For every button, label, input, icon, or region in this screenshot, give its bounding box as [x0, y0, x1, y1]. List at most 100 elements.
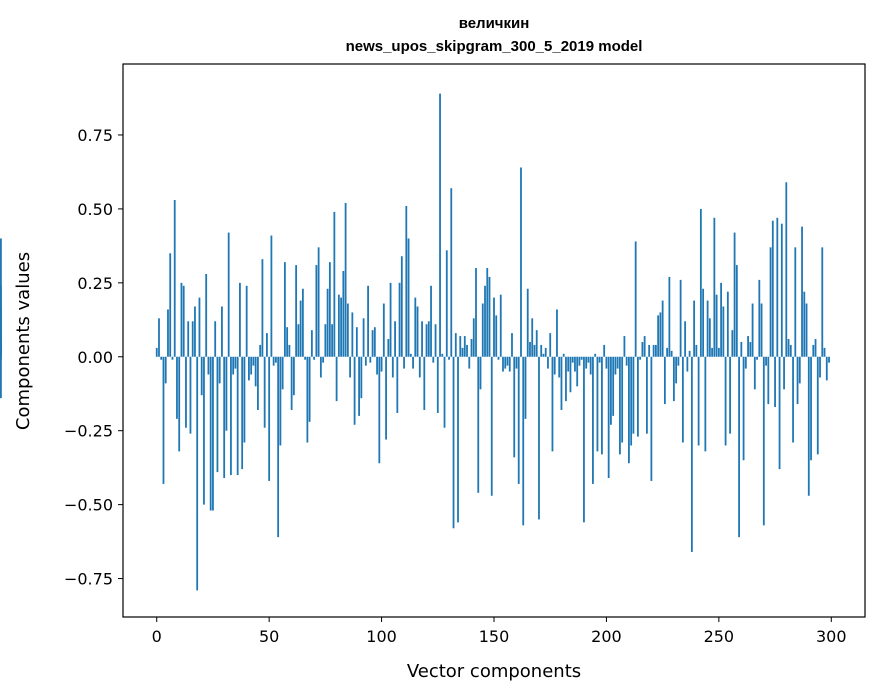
bar-component-102 — [385, 356, 387, 440]
bar-component-undefined — [0, 356, 2, 399]
bar-component-34 — [232, 356, 235, 375]
bar-component-85 — [346, 303, 349, 357]
bar-component-236 — [686, 356, 689, 372]
bar-component-142 — [475, 268, 477, 357]
bar-component-209 — [625, 356, 628, 366]
bar-component-149 — [490, 356, 493, 496]
bar-component-217 — [643, 336, 646, 357]
bar-component-36 — [236, 356, 239, 476]
bar-component-64 — [299, 300, 302, 357]
bar-component-41 — [248, 356, 250, 381]
bar-component-215 — [639, 356, 642, 360]
y-axis-label: Components values — [13, 252, 34, 430]
bar-component-194 — [592, 356, 594, 484]
bar-component-261 — [742, 356, 745, 461]
bar-component-271 — [765, 356, 767, 366]
bar-component-259 — [738, 356, 740, 538]
bar-component-63 — [297, 324, 300, 357]
bar-component-110 — [403, 356, 405, 369]
bar-component-190 — [583, 356, 585, 523]
bar-component-128 — [443, 356, 446, 428]
bar-component-123 — [432, 356, 435, 363]
bar-component-4 — [164, 356, 167, 384]
bar-component-151 — [495, 315, 498, 357]
bar-component-243 — [702, 288, 705, 357]
bar-component-247 — [711, 347, 713, 357]
bar-component-266 — [753, 356, 756, 390]
bar-component-224 — [659, 312, 662, 357]
y-tick-label: 0.50 — [77, 200, 113, 219]
bar-component-282 — [789, 344, 792, 357]
y-tick-label: 0.75 — [77, 126, 113, 145]
bar-component-169 — [535, 330, 538, 357]
bar-component-175 — [549, 333, 552, 357]
bar-component-89 — [355, 327, 358, 357]
bar-component-167 — [531, 318, 534, 357]
y-tick-label: 0.25 — [77, 274, 113, 293]
bar-component-91 — [360, 356, 363, 399]
bar-component-65 — [301, 288, 304, 357]
bar-component-174 — [547, 356, 549, 369]
bar-component-177 — [553, 356, 556, 375]
bar-component-273 — [769, 247, 772, 357]
bar-component-27 — [216, 356, 219, 473]
bar-component-206 — [619, 356, 621, 455]
bar-component-23 — [207, 356, 210, 375]
bar-component-133 — [454, 333, 457, 357]
bar-component-191 — [585, 356, 588, 369]
bar-component-168 — [533, 344, 536, 357]
bar-component-235 — [684, 321, 687, 357]
bar-component-189 — [580, 356, 583, 360]
bar-component-73 — [319, 356, 322, 378]
chart-title: величкин — [459, 15, 530, 32]
bar-component-139 — [468, 356, 471, 369]
bar-component-230 — [672, 356, 675, 402]
bar-component-204 — [614, 356, 617, 375]
bar-component-176 — [551, 356, 554, 452]
bar-component-95 — [369, 356, 372, 363]
bar-component-undefined — [0, 309, 2, 357]
bar-component-35 — [234, 356, 237, 369]
bar-component-94 — [367, 285, 369, 357]
bar-component-39 — [243, 356, 246, 443]
bar-component-22 — [205, 273, 208, 357]
bar-component-146 — [484, 285, 486, 357]
bar-component-231 — [675, 356, 678, 384]
bar-component-131 — [450, 188, 453, 357]
bar-component-43 — [252, 356, 255, 366]
bar-component-254 — [726, 291, 729, 357]
bar-component-289 — [805, 303, 808, 357]
bar-component-267 — [756, 356, 758, 360]
bar-component-170 — [538, 356, 540, 520]
bar-component-79 — [333, 211, 336, 357]
bar-component-297 — [823, 347, 826, 357]
bar-component-256 — [731, 330, 734, 357]
bar-component-21 — [203, 356, 205, 505]
bar-component-275 — [774, 356, 776, 408]
bar-component-222 — [654, 344, 657, 357]
bar-component-265 — [751, 303, 754, 357]
bar-component-237 — [688, 350, 691, 357]
bar-component-12 — [182, 285, 185, 357]
bar-component-100 — [380, 356, 383, 372]
bar-component-155 — [504, 356, 507, 369]
bar-component-290 — [807, 356, 810, 496]
bar-component-298 — [825, 356, 828, 381]
bar-component-197 — [598, 356, 601, 363]
bar-component-295 — [819, 356, 821, 378]
bar-component-238 — [690, 356, 693, 552]
bar-component-59 — [288, 344, 291, 357]
bar-component-44 — [254, 356, 257, 387]
bar-component-202 — [610, 356, 612, 425]
bar-component-49 — [266, 333, 268, 357]
bar-component-104 — [389, 282, 392, 357]
bar-component-76 — [326, 288, 329, 357]
bar-component-239 — [693, 300, 696, 357]
bar-component-228 — [668, 276, 671, 357]
bar-component-16 — [191, 321, 194, 357]
bar-component-156 — [506, 356, 509, 366]
bar-component-154 — [502, 356, 504, 372]
bar-component-221 — [652, 344, 655, 357]
x-tick-label: 300 — [816, 627, 847, 646]
bar-component-140 — [470, 339, 473, 357]
